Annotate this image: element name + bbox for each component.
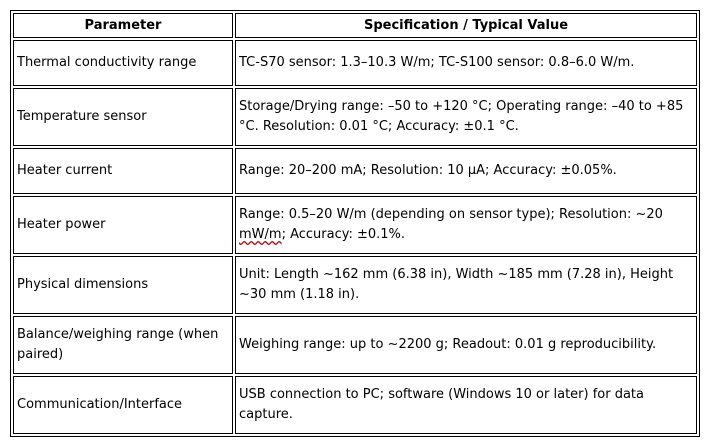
row-parameter: Physical dimensions bbox=[13, 256, 233, 314]
table-row: Physical dimensions Unit: Length ~162 mm… bbox=[13, 256, 697, 314]
row-value: TC-S70 sensor: 1.3–10.3 W/m; TC-S100 sen… bbox=[235, 40, 697, 86]
table-row: Heater current Range: 20–200 mA; Resolut… bbox=[13, 148, 697, 194]
row-parameter: Heater power bbox=[13, 196, 233, 254]
specification-table: Parameter Specification / Typical Value … bbox=[10, 10, 700, 437]
row-value: Unit: Length ~162 mm (6.38 in), Width ~1… bbox=[235, 256, 697, 314]
row-value: Storage/Drying range: –50 to +120 °C; Op… bbox=[235, 88, 697, 146]
row-parameter: Heater current bbox=[13, 148, 233, 194]
table-row: Temperature sensor Storage/Drying range:… bbox=[13, 88, 697, 146]
table-row: Balance/weighing range (when paired) Wei… bbox=[13, 316, 697, 374]
row-parameter: Temperature sensor bbox=[13, 88, 233, 146]
table-row: Thermal conductivity range TC-S70 sensor… bbox=[13, 40, 697, 86]
row-value: Range: 20–200 mA; Resolution: 10 µA; Acc… bbox=[235, 148, 697, 194]
value-text: ; Accuracy: ±0.1%. bbox=[281, 227, 406, 242]
value-text: Range: 0.5–20 W/m (depending on sensor t… bbox=[239, 207, 663, 222]
row-parameter: Thermal conductivity range bbox=[13, 40, 233, 86]
table-row: Communication/Interface USB connection t… bbox=[13, 376, 697, 434]
row-value: Range: 0.5–20 W/m (depending on sensor t… bbox=[235, 196, 697, 254]
table-row: Heater power Range: 0.5–20 W/m (dependin… bbox=[13, 196, 697, 254]
row-parameter: Balance/weighing range (when paired) bbox=[13, 316, 233, 374]
row-parameter: Communication/Interface bbox=[13, 376, 233, 434]
table-header-row: Parameter Specification / Typical Value bbox=[13, 13, 697, 38]
spellcheck-flagged-word: mW/m bbox=[239, 227, 282, 242]
header-parameter: Parameter bbox=[13, 13, 233, 38]
row-value: Weighing range: up to ~2200 g; Readout: … bbox=[235, 316, 697, 374]
row-value: USB connection to PC; software (Windows … bbox=[235, 376, 697, 434]
header-specification: Specification / Typical Value bbox=[235, 13, 697, 38]
